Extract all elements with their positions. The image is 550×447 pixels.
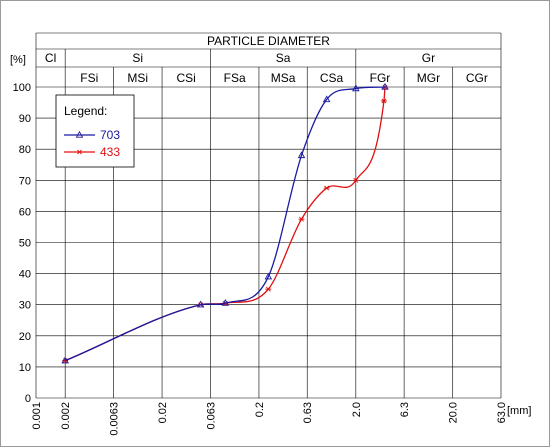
data-point [380,98,387,104]
data-point [298,216,305,222]
legend-entry: 433 [100,145,120,159]
y-tick-label: 50 [19,238,31,250]
y-tick-label: 60 [19,206,31,218]
x-tick-label: 20.0 [448,402,460,423]
data-point [323,185,330,191]
x-tick-label: 0.2 [254,402,266,417]
x-tick-label: 0.002 [60,402,72,430]
classification-header: PARTICLE DIAMETER [%] Cl Si Sa Gr FSi MSi CSi F… [10,34,488,85]
x-tick-label: 0.0063 [108,402,120,436]
y-axis-ticks: 0 10 20 30 40 50 60 70 80 90 100 [13,82,31,405]
series-703 [61,82,389,364]
y-tick-label: 70 [19,175,31,187]
subgroup-label: MSa [271,71,296,85]
data-point [61,356,69,364]
x-tick-label: 0.02 [157,402,169,423]
data-point [297,151,306,159]
group-label: Sa [276,51,291,65]
subgroup-label: MSi [127,71,148,85]
y-tick-label: 100 [13,82,31,94]
y-tick-label: 40 [19,269,31,281]
data-point [264,272,273,280]
group-label: Gr [422,51,435,65]
y-tick-label: 80 [19,144,31,156]
subgroup-label: CSa [320,71,344,85]
y-tick-label: 30 [19,300,31,312]
grid [35,32,502,399]
data-point [322,95,331,103]
x-axis-label: [mm] [507,405,531,417]
data-point [265,286,272,292]
subgroup-label: FGr [370,71,391,85]
data-point [352,84,360,92]
data-point [196,300,205,308]
y-tick-label: 10 [19,362,31,374]
x-tick-label: 63.0 [496,402,508,423]
x-axis-ticks: 0.001 0.002 0.0063 0.02 0.063 0.2 0.63 2.0 6.3 20… [31,402,508,436]
data-point [76,149,83,155]
subgroup-label: FSi [80,71,98,85]
data-point [75,130,84,138]
chart-title: PARTICLE DIAMETER [207,34,330,48]
legend-box [55,94,135,168]
legend-title: Legend: [64,104,107,118]
data-point [352,177,359,183]
group-label: Cl [45,51,56,65]
subgroup-label: CSi [177,71,196,85]
data-point [381,82,389,90]
subgroup-label: CGr [466,71,488,85]
data-point [221,299,230,306]
x-tick-label: 2.0 [351,402,363,417]
series [61,82,389,364]
y-tick-label: 20 [19,331,31,343]
x-tick-label: 6.3 [399,402,411,417]
group-label: Si [132,51,143,65]
x-tick-label: 0.063 [205,402,217,430]
subgroup-label: FSa [224,71,246,85]
legend: Legend: 703 433 [55,94,135,168]
subgroup-label: MGr [417,71,440,85]
x-tick-label: 0.001 [31,402,43,430]
series-line-703 [64,86,386,362]
legend-entry: 703 [100,128,120,142]
y-tick-label: 0 [25,393,31,405]
x-tick-label: 0.63 [302,402,314,423]
y-axis-label: [%] [10,54,26,66]
y-tick-label: 90 [19,113,31,125]
